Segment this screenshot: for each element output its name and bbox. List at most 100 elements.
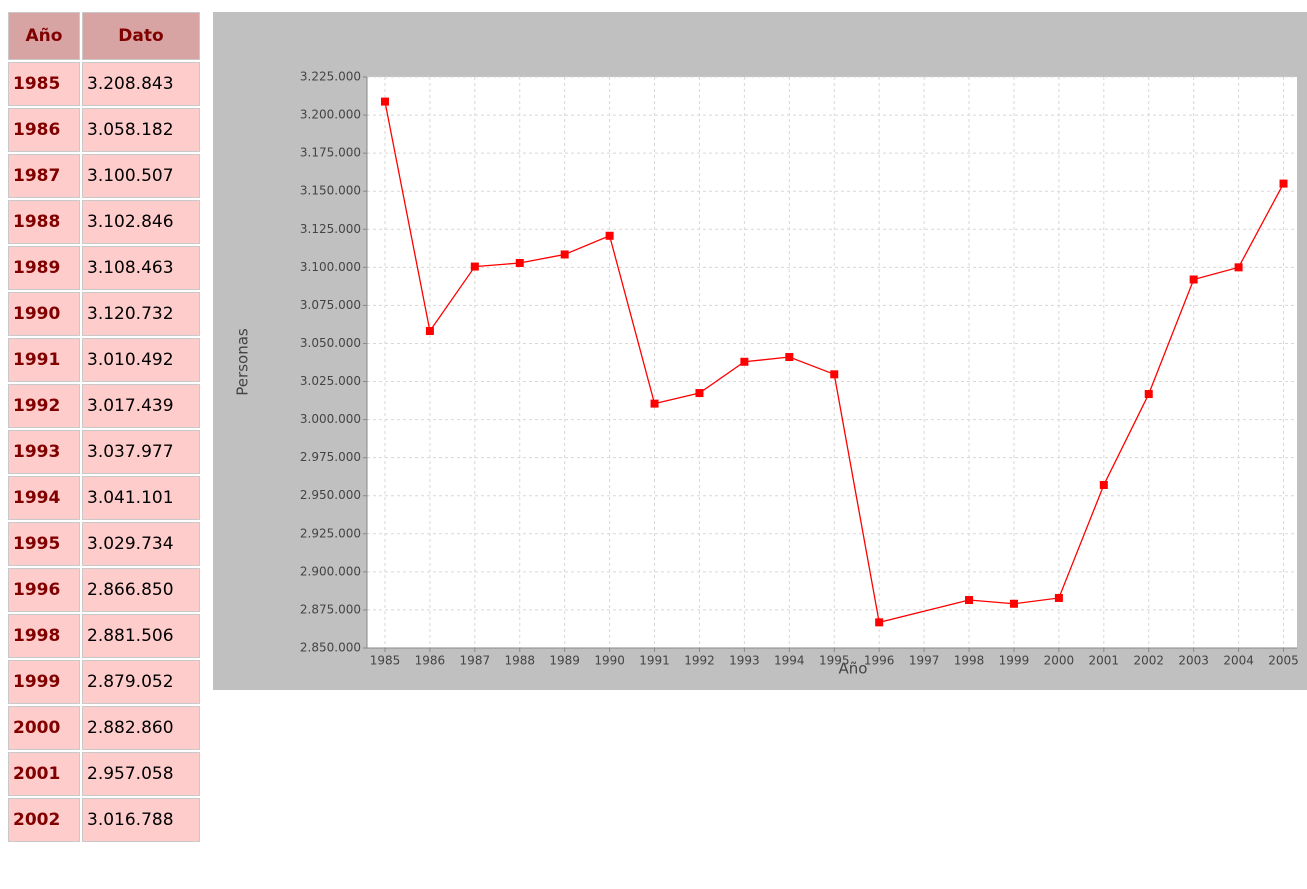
value-cell: 2.882.860 — [82, 706, 200, 750]
y-tick-label: 2.975.000 — [300, 450, 361, 464]
year-cell: 1999 — [8, 660, 80, 704]
point — [1189, 275, 1198, 284]
year-cell: 1994 — [8, 476, 80, 520]
x-tick-label: 2000 — [1044, 654, 1075, 668]
data-table: Año Dato 1985 3.208.843 1986 3.058.182 1987 3.1… — [6, 10, 202, 844]
value-cell: 3.058.182 — [82, 108, 200, 152]
value-cell: 3.010.492 — [82, 338, 200, 382]
header-row: Año Dato — [8, 12, 200, 60]
value-cell: 3.029.734 — [82, 522, 200, 566]
table-row: 1987 3.100.507 — [8, 154, 200, 198]
y-tick-label: 3.225.000 — [300, 70, 361, 84]
y-tick-label: 3.000.000 — [300, 412, 361, 426]
table-row: 1998 2.881.506 — [8, 614, 200, 658]
point — [1009, 599, 1018, 608]
line — [384, 101, 1285, 624]
x-axis-label: Año — [839, 660, 868, 678]
y-axis-label: Personas — [234, 328, 252, 396]
year-cell: 1993 — [8, 430, 80, 474]
value-cell: 3.016.788 — [82, 798, 200, 842]
table-body: 1985 3.208.843 1986 3.058.182 1987 3.100.507 1… — [8, 62, 200, 842]
year-cell: 1985 — [8, 62, 80, 106]
x-tick-label: 1986 — [415, 654, 446, 668]
year-cell: 2002 — [8, 798, 80, 842]
x-tick-label: 1998 — [954, 654, 985, 668]
table-row: 1995 3.029.734 — [8, 522, 200, 566]
x-tick-label: 1994 — [774, 654, 805, 668]
value-cell: 2.957.058 — [82, 752, 200, 796]
x-tick-label: 1988 — [504, 654, 535, 668]
x-tick-label: 1990 — [594, 654, 625, 668]
x-tick-label: 2003 — [1178, 654, 1209, 668]
year-cell: 1986 — [8, 108, 80, 152]
x-tick-label: 2005 — [1268, 654, 1299, 668]
x-tick-label: 1987 — [460, 654, 491, 668]
point — [605, 231, 614, 240]
value-cell: 3.037.977 — [82, 430, 200, 474]
chart: Año Personas 2.850.000 2.875.000 2.900.000… — [213, 12, 1307, 690]
table-row: 1990 3.120.732 — [8, 292, 200, 336]
year-cell: 1987 — [8, 154, 80, 198]
table-row: 1992 3.017.439 — [8, 384, 200, 428]
year-cell: 2001 — [8, 752, 80, 796]
y-tick-label: 3.050.000 — [300, 336, 361, 350]
x-tick-label: 2002 — [1133, 654, 1164, 668]
year-cell: 1988 — [8, 200, 80, 244]
year-cell: 1998 — [8, 614, 80, 658]
plot-area — [367, 77, 1297, 648]
year-cell: 1996 — [8, 568, 80, 612]
point — [785, 353, 794, 362]
table-row: 1991 3.010.492 — [8, 338, 200, 382]
table-row: 1996 2.866.850 — [8, 568, 200, 612]
value-cell: 2.866.850 — [82, 568, 200, 612]
point — [875, 618, 884, 627]
table-row: 2002 3.016.788 — [8, 798, 200, 842]
y-tick-label: 2.850.000 — [300, 641, 361, 655]
point — [515, 258, 524, 267]
point — [425, 327, 434, 336]
year-cell: 1995 — [8, 522, 80, 566]
value-cell: 3.100.507 — [82, 154, 200, 198]
year-cell: 2000 — [8, 706, 80, 750]
y-tick-label: 3.025.000 — [300, 374, 361, 388]
y-tick-label: 3.175.000 — [300, 146, 361, 160]
y-tick-label: 3.200.000 — [300, 108, 361, 122]
year-cell: 1990 — [8, 292, 80, 336]
value-cell: 2.881.506 — [82, 614, 200, 658]
header-cell: Año — [8, 12, 80, 60]
year-cell: 1992 — [8, 384, 80, 428]
header-cell: Dato — [82, 12, 200, 60]
value-cell: 3.120.732 — [82, 292, 200, 336]
y-tick-label: 2.875.000 — [300, 602, 361, 616]
x-tick-label: 1985 — [370, 654, 401, 668]
point — [380, 97, 389, 106]
point — [1054, 593, 1063, 602]
point — [1279, 179, 1288, 188]
y-tick-label: 2.925.000 — [300, 526, 361, 540]
x-tick-label: 1997 — [909, 654, 940, 668]
x-tick-label: 2001 — [1089, 654, 1120, 668]
x-tick-label: 2004 — [1223, 654, 1254, 668]
y-tick-label: 3.075.000 — [300, 298, 361, 312]
table-row: 2001 2.957.058 — [8, 752, 200, 796]
table-row: 1993 3.037.977 — [8, 430, 200, 474]
table-row: 1999 2.879.052 — [8, 660, 200, 704]
value-cell: 2.879.052 — [82, 660, 200, 704]
x-tick-label: 1995 — [819, 654, 850, 668]
value-cell: 3.102.846 — [82, 200, 200, 244]
table-row: 1986 3.058.182 — [8, 108, 200, 152]
year-cell: 1991 — [8, 338, 80, 382]
point — [695, 389, 704, 398]
point — [470, 262, 479, 271]
x-tick-label: 1991 — [639, 654, 670, 668]
table-row: 1985 3.208.843 — [8, 62, 200, 106]
table-row: 1989 3.108.463 — [8, 246, 200, 290]
table-row: 1988 3.102.846 — [8, 200, 200, 244]
y-tick-label: 3.100.000 — [300, 260, 361, 274]
table-row: 1994 3.041.101 — [8, 476, 200, 520]
point — [560, 250, 569, 259]
y-tick-label: 2.900.000 — [300, 564, 361, 578]
point — [965, 596, 974, 605]
x-tick-label: 1996 — [864, 654, 895, 668]
table-row: 2000 2.882.860 — [8, 706, 200, 750]
